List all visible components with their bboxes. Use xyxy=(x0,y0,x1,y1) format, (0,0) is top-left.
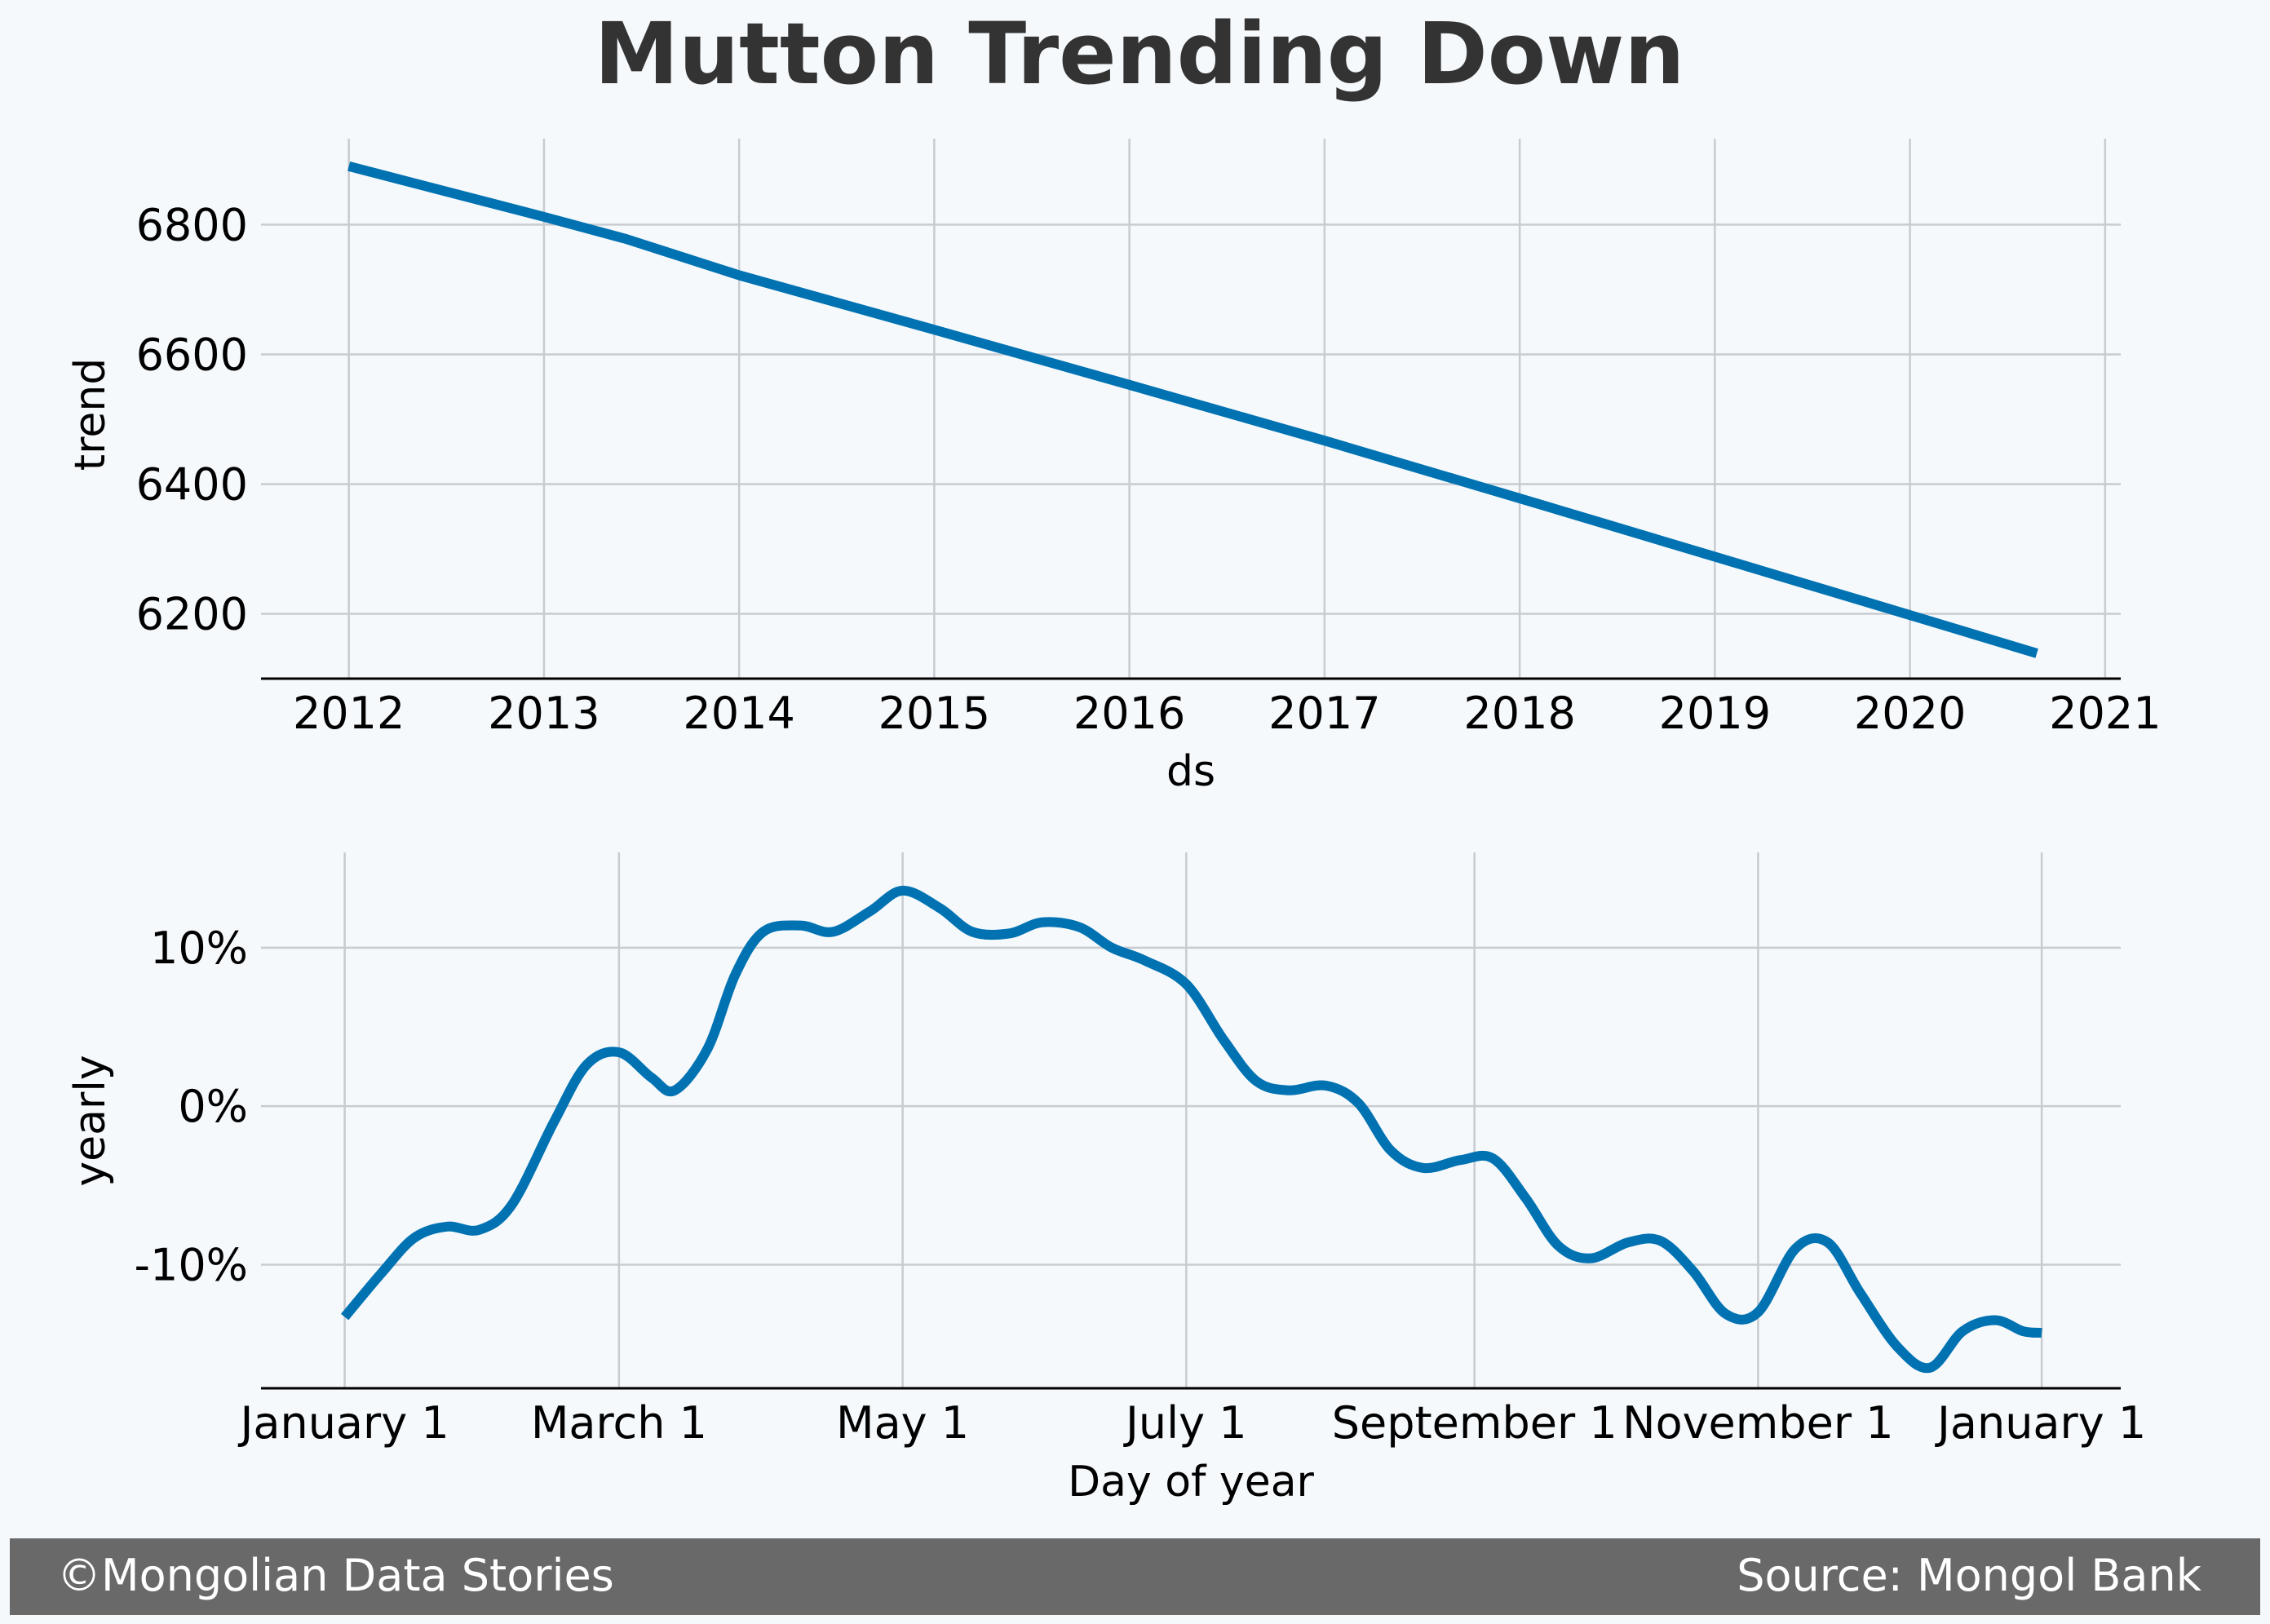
yearly-y-tick-labels: -10% 0% 10% xyxy=(134,923,248,1291)
trend-x-axis-label: ds xyxy=(1166,747,1215,796)
yearly-series-line xyxy=(341,885,2042,1374)
x-tick-label: September 1 xyxy=(1332,1397,1617,1449)
yearly-x-axis-label: Day of year xyxy=(1068,1458,1314,1507)
x-tick-label: March 1 xyxy=(531,1397,707,1449)
y-tick-label: 6600 xyxy=(136,329,248,380)
trend-y-tick-labels: 6200 6400 6600 6800 xyxy=(136,199,248,639)
x-tick-label: 2018 xyxy=(1463,688,1575,739)
x-tick-label: 2013 xyxy=(488,688,600,739)
source-text: Source: Mongol Bank xyxy=(1737,1550,2201,1601)
trend-panel: 2012 2013 2014 2015 2016 2017 2018 2019 2020 2021… xyxy=(66,139,2162,796)
trend-series-line xyxy=(347,162,2038,658)
y-tick-label: 0% xyxy=(178,1081,248,1132)
trend-y-axis-label: trend xyxy=(66,358,115,471)
y-tick-label: 6200 xyxy=(136,588,248,639)
x-tick-label: 2016 xyxy=(1073,688,1185,739)
trend-x-tick-labels: 2012 2013 2014 2015 2016 2017 2018 2019 2020 2021 xyxy=(293,688,2162,739)
yearly-y-axis-label: yearly xyxy=(66,1055,115,1186)
yearly-panel: January 1 March 1 May 1 July 1 September 1 No… xyxy=(66,852,2146,1507)
chart-title: Mutton Trending Down xyxy=(595,4,1685,104)
copyright-text: ©Mongolian Data Stories xyxy=(57,1550,614,1601)
y-tick-label: 6800 xyxy=(136,199,248,250)
x-tick-label: November 1 xyxy=(1622,1397,1893,1449)
y-tick-label: -10% xyxy=(134,1239,248,1290)
y-tick-label: 10% xyxy=(150,923,248,974)
y-tick-label: 6400 xyxy=(136,458,248,510)
x-tick-label: 2020 xyxy=(1854,688,1966,739)
x-tick-label: July 1 xyxy=(1123,1397,1247,1449)
x-tick-label: 2019 xyxy=(1659,688,1771,739)
yearly-x-tick-labels: January 1 March 1 May 1 July 1 September 1 No… xyxy=(237,1397,2146,1449)
x-tick-label: January 1 xyxy=(1935,1397,2146,1449)
footer-bar: ©Mongolian Data Stories Source: Mongol B… xyxy=(10,1538,2260,1615)
x-tick-label: 2021 xyxy=(2049,688,2161,739)
x-tick-label: 2015 xyxy=(878,688,990,739)
x-tick-label: 2017 xyxy=(1268,688,1380,739)
x-tick-label: 2012 xyxy=(293,688,405,739)
yearly-gridlines xyxy=(261,852,2121,1388)
x-tick-label: January 1 xyxy=(237,1397,449,1449)
x-tick-label: 2014 xyxy=(683,688,794,739)
x-tick-label: May 1 xyxy=(836,1397,969,1449)
